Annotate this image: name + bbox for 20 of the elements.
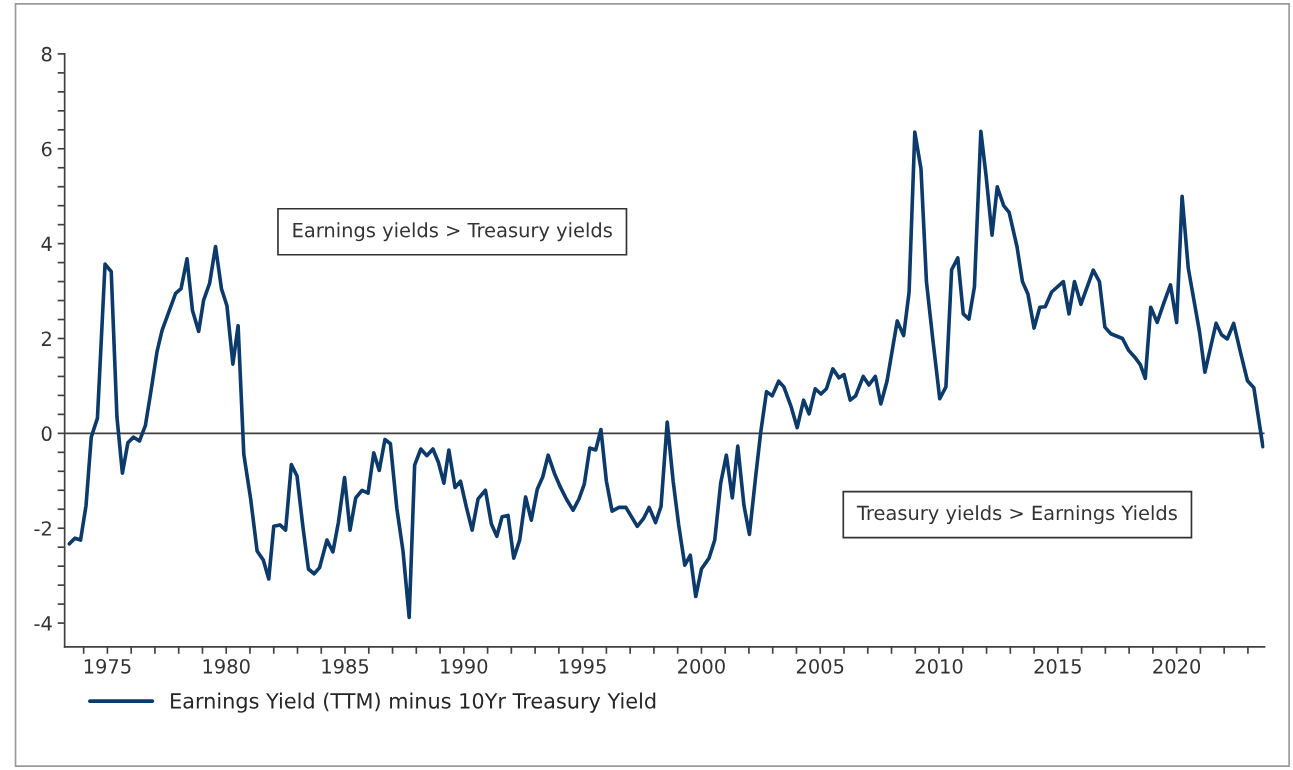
y-tick-label: 4 (41, 236, 52, 252)
y-tick-label: 0 (41, 426, 52, 442)
x-tick-label: 2005 (796, 658, 844, 674)
x-tick-label: 2015 (1034, 658, 1081, 674)
y-tick-label: 8 (41, 46, 52, 62)
x-tick-label: 1995 (560, 658, 606, 674)
x-tick-label: 2010 (915, 658, 963, 674)
x-tick-label: 1975 (84, 658, 131, 674)
legend-label: Earnings Yield (TTM) minus 10Yr Treasury Yield (171, 692, 656, 713)
y-tick-label: -4 (34, 616, 52, 631)
y-tick-label: 6 (41, 141, 52, 157)
x-tick-label: 1985 (322, 658, 369, 674)
annotation: Treasury yields > Earnings Yields (856, 505, 1177, 524)
x-tick-label: 2020 (1153, 658, 1201, 674)
x-tick-label: 1980 (203, 658, 250, 674)
y-tick-label: -2 (34, 521, 51, 536)
x-tick-label: 1990 (441, 658, 488, 674)
y-tick-label: 2 (41, 331, 51, 346)
x-tick-label: 2000 (678, 658, 725, 674)
annotation: Earnings yields > Treasury yields (293, 222, 612, 242)
